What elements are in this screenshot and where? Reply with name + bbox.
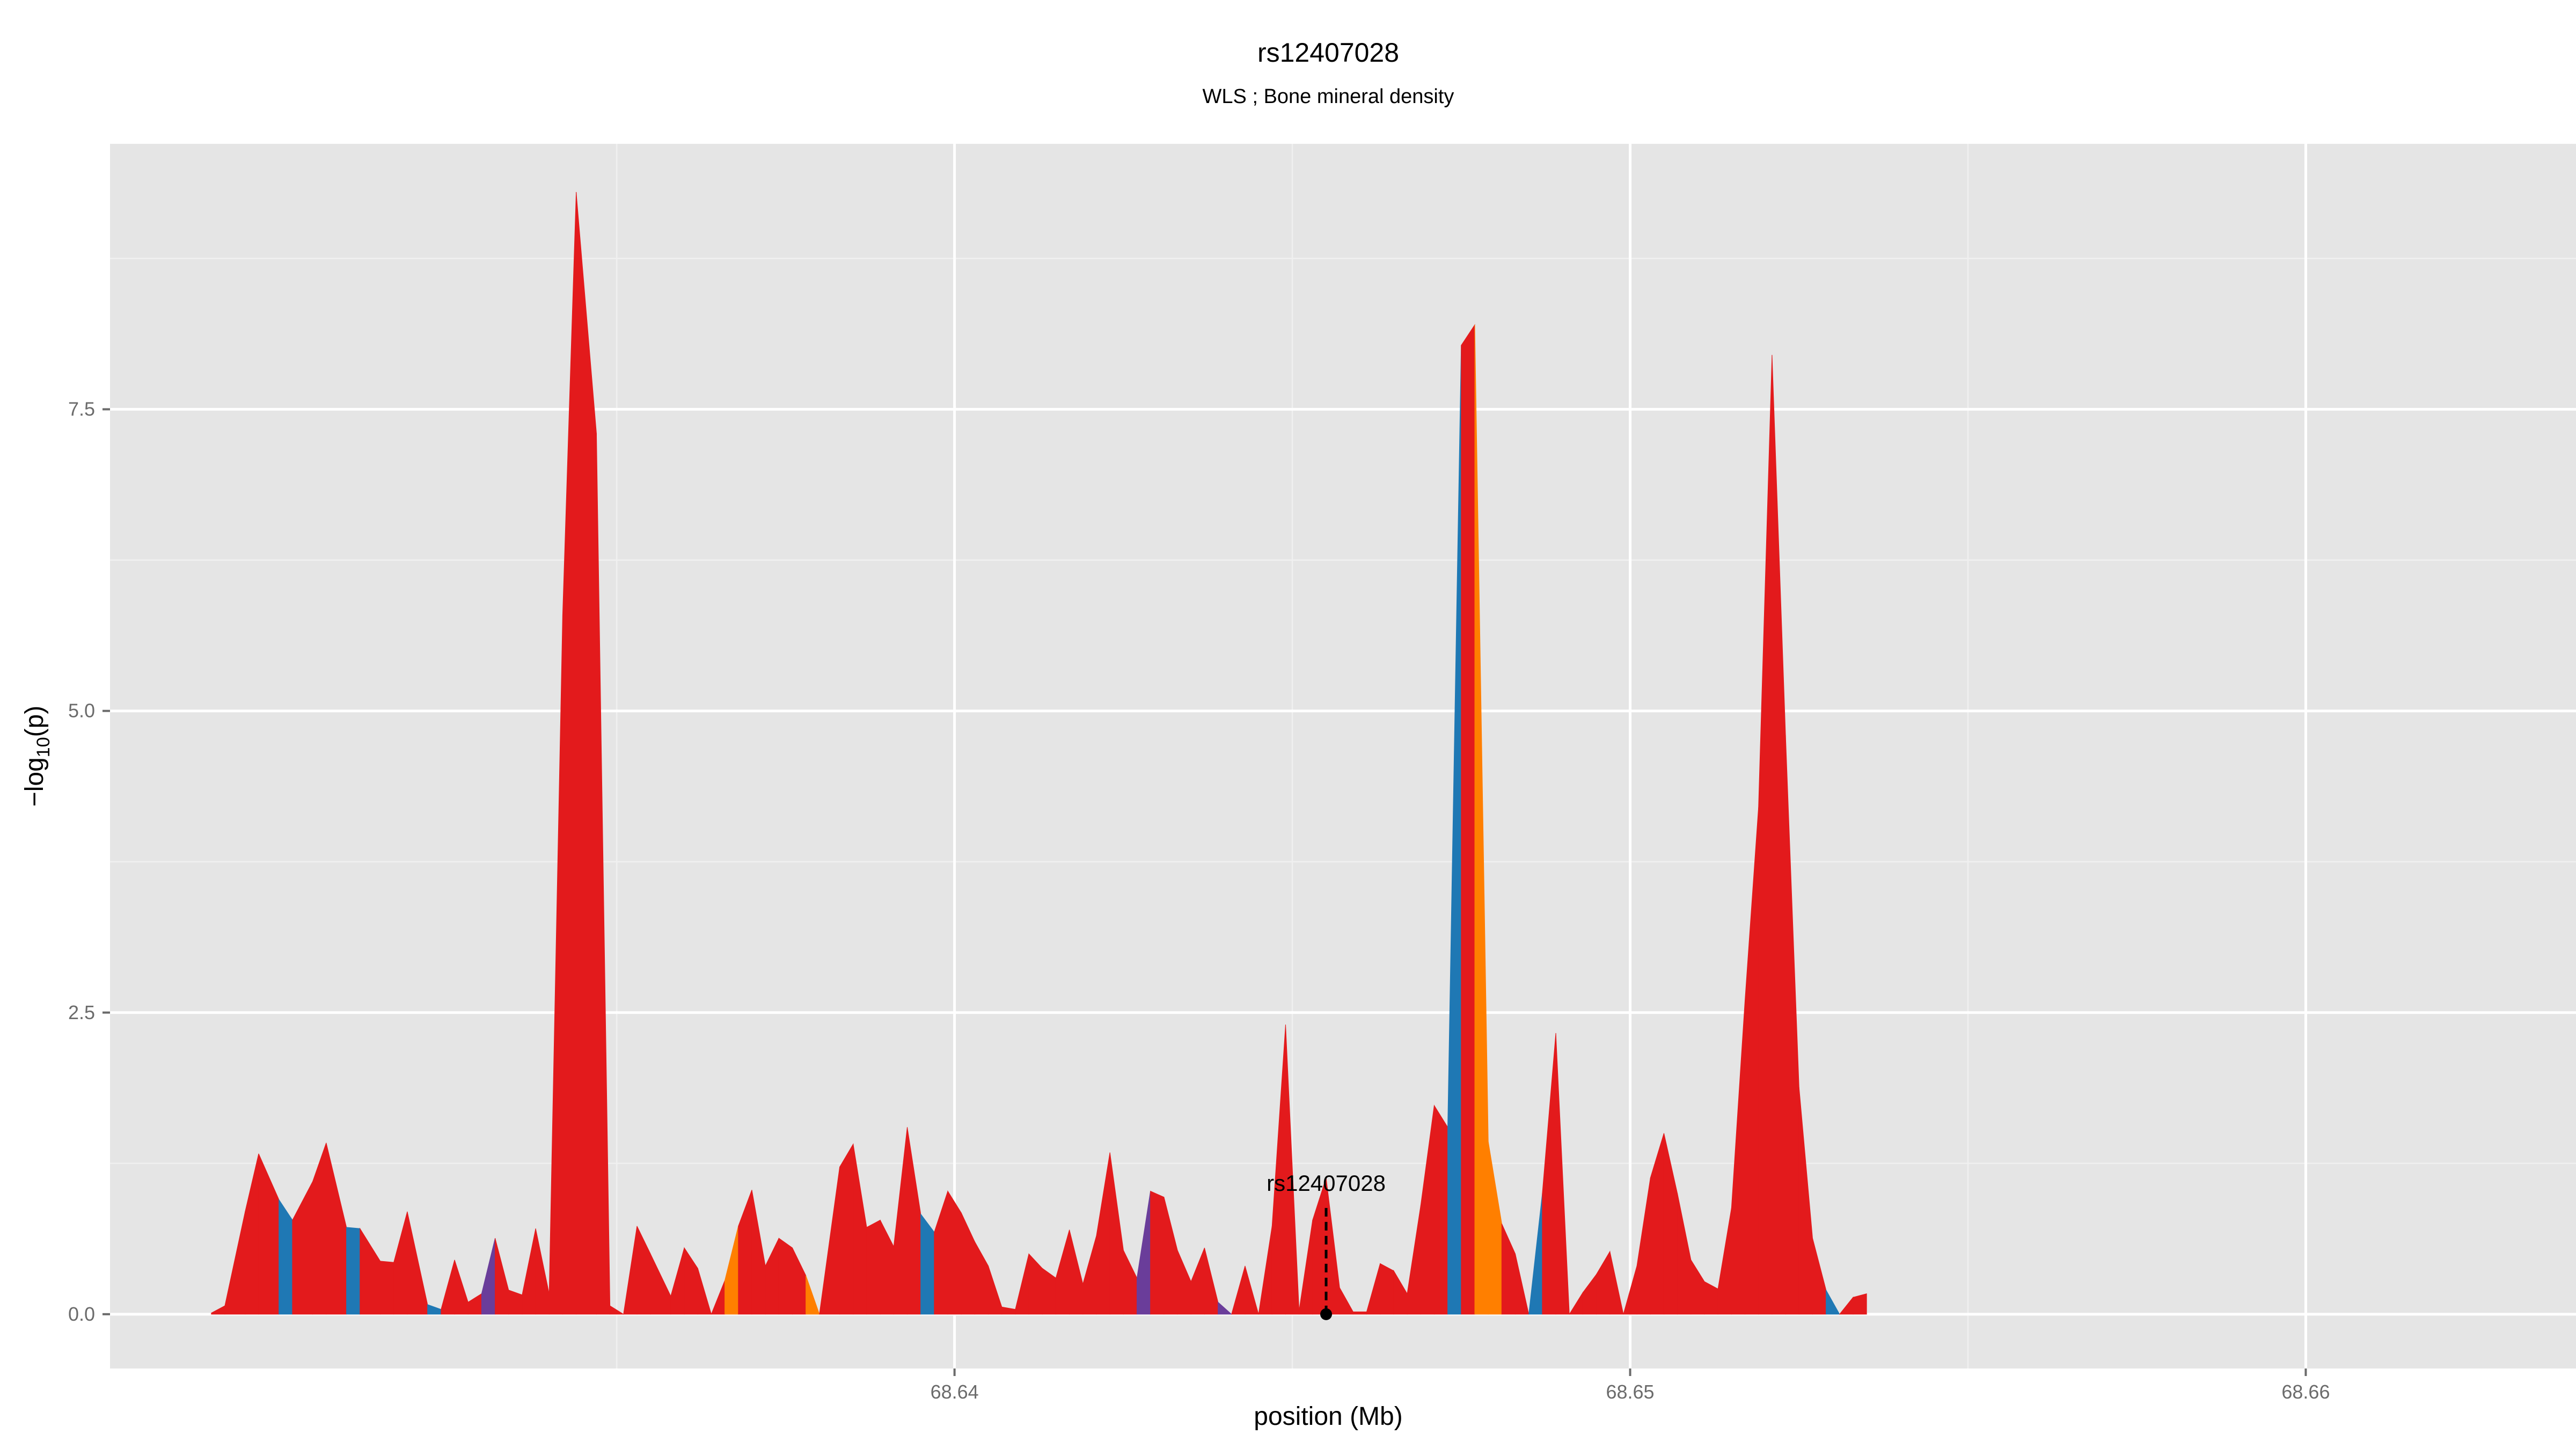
area-segment (610, 1305, 625, 1315)
area-segment (1853, 1293, 1867, 1315)
area-segment (839, 1143, 854, 1315)
area-segment (1218, 1301, 1233, 1315)
y-tick-label: 5.0 (68, 700, 95, 722)
area-segment (697, 1268, 712, 1315)
x-axis-ticks: 68.64 68.65 68.66 (931, 1368, 2330, 1403)
area-segment (1461, 324, 1475, 1315)
area-segment (1380, 1263, 1394, 1315)
chart-title: rs12407028 (1257, 38, 1399, 68)
x-axis-title: position (Mb) (1254, 1402, 1402, 1431)
area-segment (947, 1190, 962, 1315)
area-segment (1555, 1033, 1570, 1315)
y-tick-label: 2.5 (68, 1001, 95, 1023)
y-axis-title: −log10(p) (20, 706, 54, 807)
area-segment (380, 1261, 394, 1315)
area-segment (1609, 1251, 1624, 1315)
area-segment (1352, 1311, 1367, 1315)
data-area (211, 192, 1867, 1315)
x-tick-label: 68.65 (1606, 1381, 1654, 1403)
area-segment (866, 1219, 881, 1315)
area-segment (1826, 1289, 1840, 1315)
lead-snp-annotation: rs12407028 (1267, 1170, 1386, 1320)
plot-panel (110, 144, 2576, 1368)
chart-subtitle: WLS ; Bone mineral density (1203, 85, 1454, 108)
x-tick-label: 68.64 (931, 1381, 979, 1403)
area-segment (346, 1227, 361, 1315)
area-segment (920, 1213, 935, 1315)
annotation-label: rs12407028 (1267, 1170, 1386, 1196)
y-axis-ticks: 0.0 2.5 5.0 7.5 (68, 398, 110, 1325)
annotation-point (1320, 1308, 1333, 1320)
area-segment (1433, 1104, 1448, 1315)
area-segment (1150, 1190, 1165, 1315)
area-segment (778, 1238, 793, 1315)
area-segment (1245, 1265, 1259, 1315)
y-tick-label: 0.0 (68, 1303, 95, 1325)
area-segment (1515, 1254, 1529, 1315)
y-tick-label: 7.5 (68, 398, 95, 420)
x-tick-label: 68.66 (2281, 1381, 2330, 1403)
area-segment (806, 1275, 820, 1315)
area-segment (279, 1198, 293, 1315)
